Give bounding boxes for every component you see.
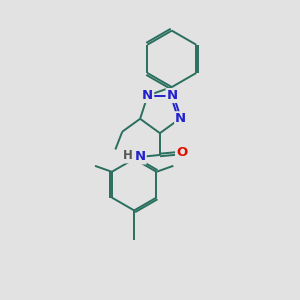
Text: H: H	[123, 149, 133, 162]
Text: O: O	[176, 146, 187, 160]
Text: N: N	[142, 89, 153, 102]
Text: N: N	[175, 112, 186, 125]
Text: N: N	[167, 89, 178, 102]
Text: N: N	[134, 150, 146, 164]
